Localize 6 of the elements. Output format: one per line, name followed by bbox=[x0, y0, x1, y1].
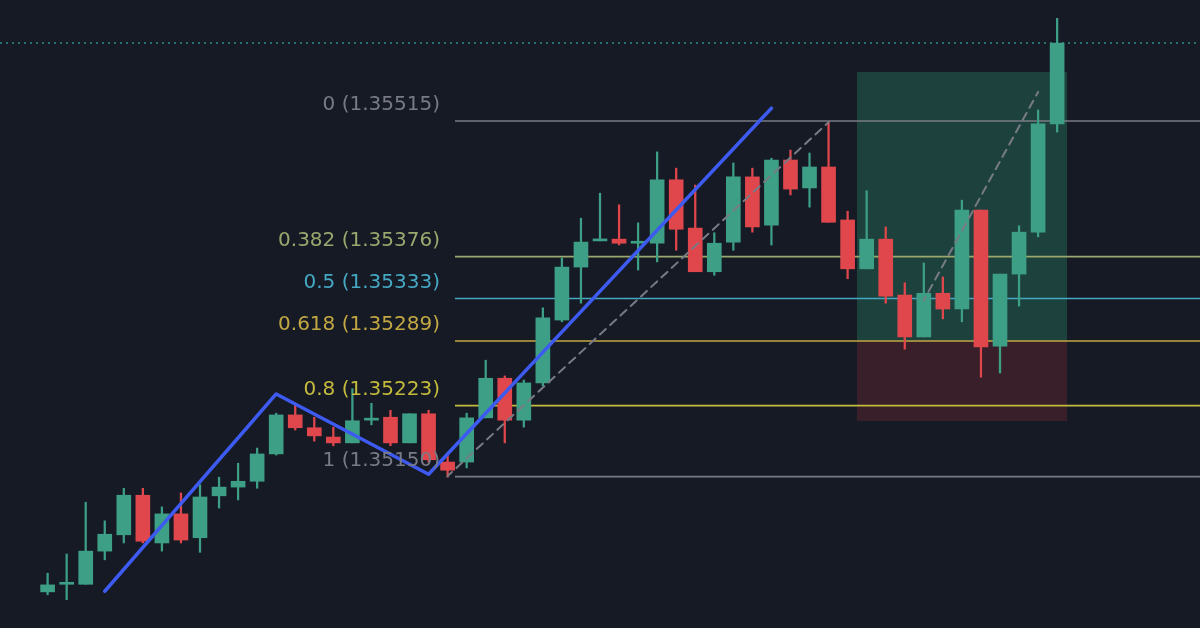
candlestick bbox=[40, 572, 55, 596]
annotation: 0.8 (1.35223) bbox=[303, 375, 440, 400]
annotation: 0 (1.35515) bbox=[322, 91, 440, 116]
annotation: 0.5 (1.35333) bbox=[303, 268, 440, 293]
annotation: 0.382 (1.35376) bbox=[278, 226, 440, 251]
annotation: 0.618 (1.35289) bbox=[278, 311, 440, 336]
